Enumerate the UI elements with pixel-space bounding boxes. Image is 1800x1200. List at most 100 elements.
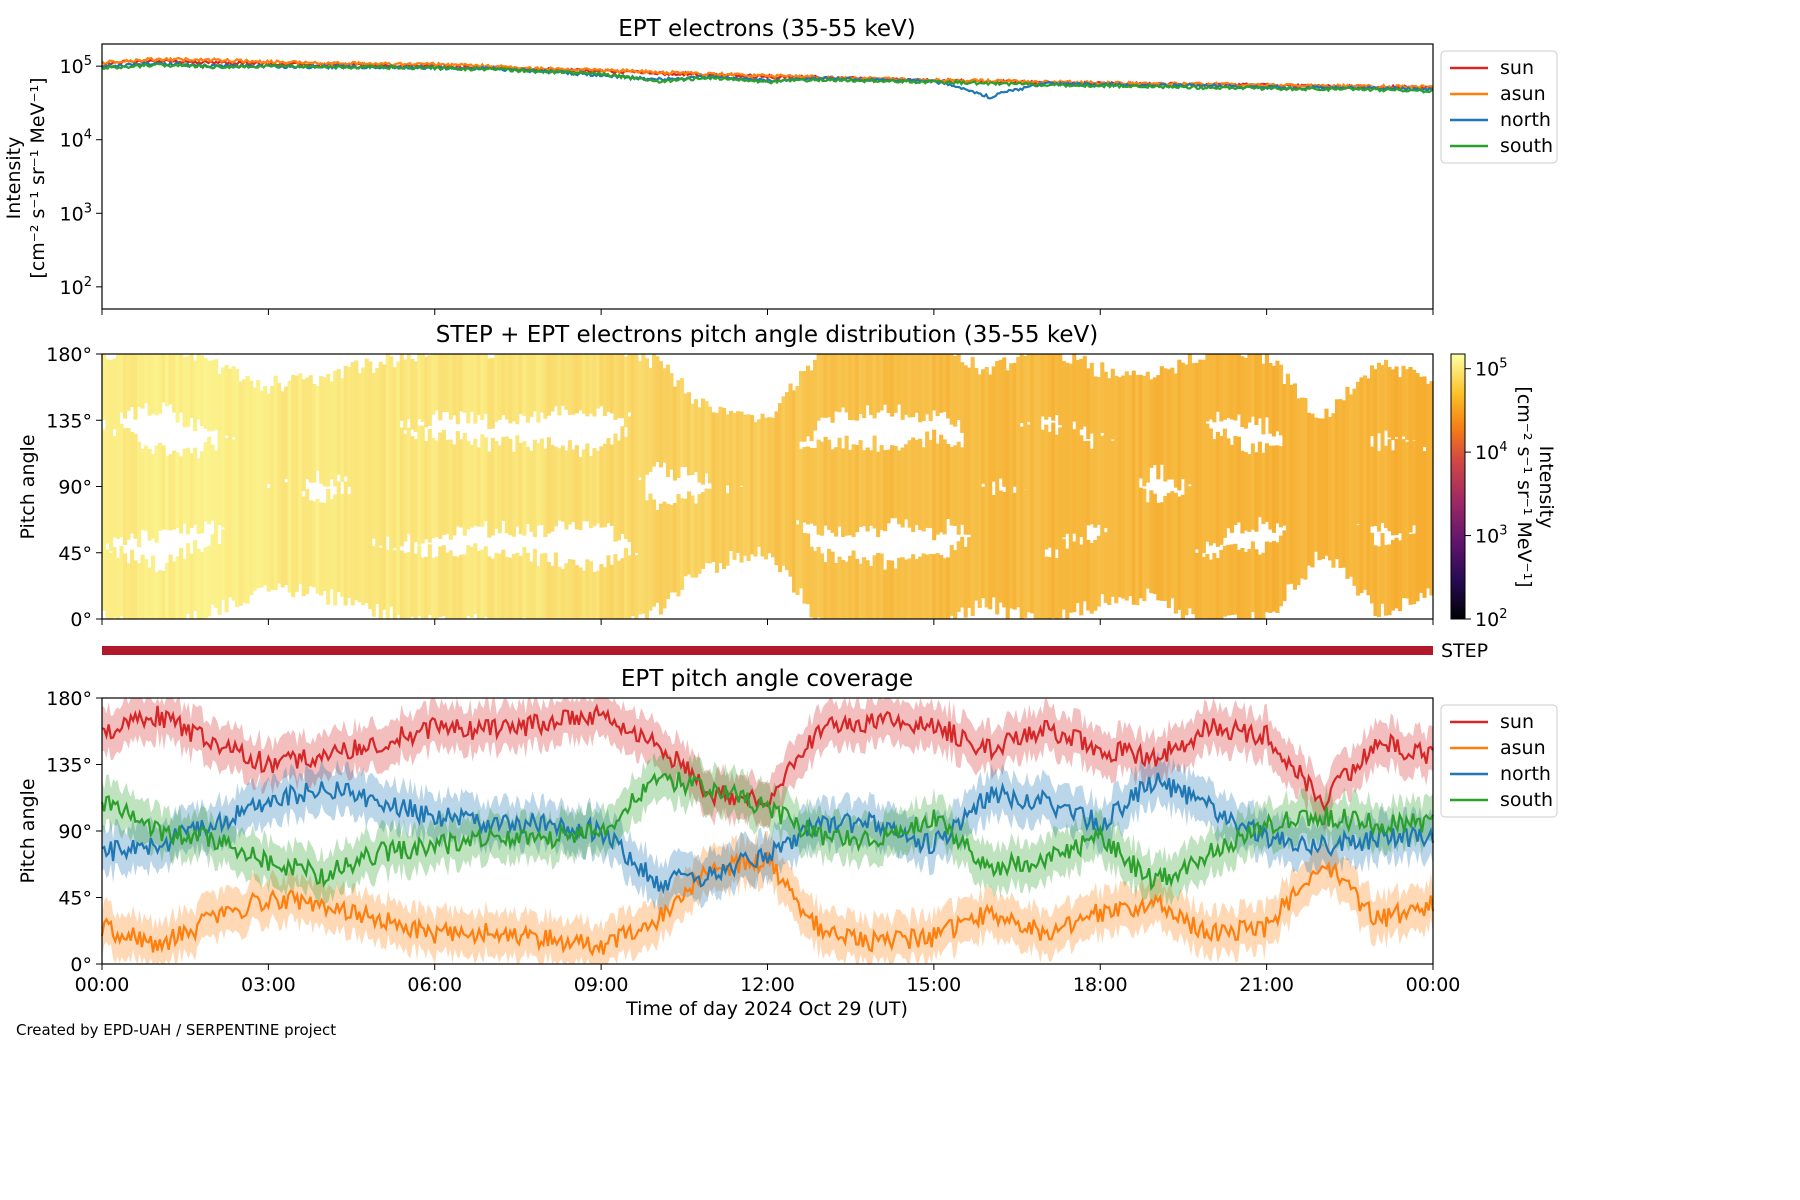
heatmap-cell bbox=[1012, 362, 1017, 487]
heatmap-cell bbox=[606, 438, 611, 524]
heatmap-cell bbox=[1103, 532, 1108, 603]
heatmap-cell bbox=[848, 555, 853, 619]
heatmap-cell bbox=[144, 354, 149, 404]
heatmap-cell bbox=[130, 549, 135, 619]
heatmap-cell bbox=[1254, 452, 1259, 532]
heatmap-cell bbox=[333, 370, 338, 487]
heatmap-cell bbox=[809, 370, 814, 442]
heatmap-cell bbox=[508, 557, 513, 619]
heatmap-cell bbox=[683, 393, 688, 468]
heatmap-cell bbox=[550, 445, 555, 532]
heatmap-cell bbox=[1079, 435, 1084, 537]
heatmap-cell bbox=[1128, 375, 1133, 597]
heatmap-cell bbox=[105, 359, 110, 544]
heatmap-cell bbox=[1089, 543, 1094, 614]
heatmap-cell bbox=[872, 555, 877, 619]
heatmap-cell bbox=[655, 510, 660, 603]
heatmap-cell bbox=[151, 354, 156, 414]
intensity-y-unit: [cm⁻² s⁻¹ sr⁻¹ MeV⁻¹] bbox=[27, 77, 49, 278]
y-tick-label: 104 bbox=[60, 128, 92, 152]
heatmap-cell bbox=[897, 450, 902, 525]
heatmap-cell bbox=[336, 369, 341, 475]
heatmap-cell bbox=[865, 447, 870, 532]
heatmap-cell bbox=[676, 494, 681, 597]
heatmap-cell bbox=[1159, 366, 1164, 465]
heatmap-cell bbox=[490, 558, 495, 619]
heatmap-cell bbox=[578, 354, 583, 411]
heatmap-cell bbox=[613, 554, 618, 619]
heatmap-cell bbox=[672, 386, 678, 481]
heatmap-cell bbox=[1166, 493, 1171, 609]
intensity-y-label: Intensity bbox=[3, 137, 25, 220]
heatmap-cell bbox=[837, 556, 842, 619]
heatmap-cell bbox=[515, 435, 520, 527]
heatmap-cell bbox=[1289, 384, 1294, 584]
coverage-legend-entries: sun asun north south bbox=[1450, 711, 1553, 811]
heatmap-cell bbox=[207, 360, 212, 432]
heatmap-cell bbox=[1103, 371, 1108, 529]
heatmap-cell bbox=[865, 354, 870, 406]
heatmap-cell bbox=[816, 439, 821, 535]
heatmap-cell bbox=[1373, 545, 1378, 616]
colorbar-label: Intensity bbox=[1535, 446, 1557, 529]
heatmap-cell bbox=[154, 445, 159, 543]
heatmap-cell bbox=[1296, 398, 1301, 586]
heatmap-cell bbox=[410, 359, 415, 430]
step-bar-panel: STEP bbox=[102, 640, 1488, 662]
heatmap-cell bbox=[431, 438, 436, 539]
heatmap-cell bbox=[1429, 381, 1434, 596]
heatmap-cell bbox=[473, 543, 478, 614]
heatmap-cell bbox=[431, 354, 436, 415]
heatmap-cell bbox=[823, 562, 828, 619]
heatmap-cell bbox=[939, 555, 944, 619]
heatmap-cell bbox=[193, 360, 198, 432]
heatmap-cell bbox=[522, 441, 527, 536]
heatmap-cell bbox=[529, 450, 534, 532]
heatmap-cell bbox=[728, 410, 734, 551]
heatmap-cell bbox=[417, 425, 422, 545]
heatmap-cell bbox=[1086, 539, 1091, 611]
heatmap-cell bbox=[834, 447, 839, 537]
heatmap-cell bbox=[1047, 431, 1052, 548]
heatmap-cell bbox=[802, 371, 807, 442]
heatmap-cell bbox=[1023, 489, 1028, 618]
heatmap-cell bbox=[946, 443, 951, 519]
heatmap-cell bbox=[855, 445, 860, 533]
heatmap-cell bbox=[700, 398, 706, 485]
heatmap-cell bbox=[851, 550, 856, 619]
heatmap-cell bbox=[518, 555, 523, 619]
heatmap-cell bbox=[207, 545, 212, 617]
heatmap-cell bbox=[557, 566, 562, 619]
heatmap-cell bbox=[862, 450, 867, 527]
heatmap-cell bbox=[529, 561, 534, 619]
heatmap-cell bbox=[1250, 443, 1255, 530]
heatmap-cell bbox=[1054, 354, 1059, 415]
heatmap-cell bbox=[834, 563, 839, 619]
heatmap-cell bbox=[319, 376, 324, 484]
heatmap-cell bbox=[1044, 354, 1049, 420]
heatmap-cell bbox=[165, 354, 170, 407]
heatmap-cell bbox=[883, 354, 888, 405]
heatmap-cell bbox=[1170, 367, 1175, 480]
coverage-y-ticks: 0° 45° 90° 135° 180° bbox=[46, 688, 102, 976]
heatmap-cell bbox=[1096, 377, 1101, 525]
heatmap-cell bbox=[886, 354, 891, 413]
heatmap-cell bbox=[1247, 549, 1252, 619]
heatmap-cell bbox=[1093, 540, 1098, 611]
heatmap-cell bbox=[1369, 446, 1375, 527]
heatmap-cell bbox=[746, 414, 751, 562]
heatmap-cell bbox=[168, 554, 173, 619]
heatmap-cell bbox=[497, 354, 502, 420]
y-tick-label: 0° bbox=[70, 954, 92, 976]
heatmap-cell bbox=[602, 354, 607, 417]
heatmap-cell bbox=[427, 544, 432, 615]
heatmap-cell bbox=[1383, 445, 1389, 529]
heatmap-cell bbox=[718, 406, 723, 564]
heatmap-cell bbox=[1005, 370, 1010, 491]
heatmap-cell bbox=[1394, 537, 1399, 609]
heatmap-cell bbox=[497, 553, 502, 619]
heatmap-cell bbox=[116, 354, 121, 539]
heatmap-cell bbox=[459, 439, 464, 528]
heatmap-cell bbox=[399, 427, 404, 547]
heatmap-cell bbox=[396, 361, 401, 615]
